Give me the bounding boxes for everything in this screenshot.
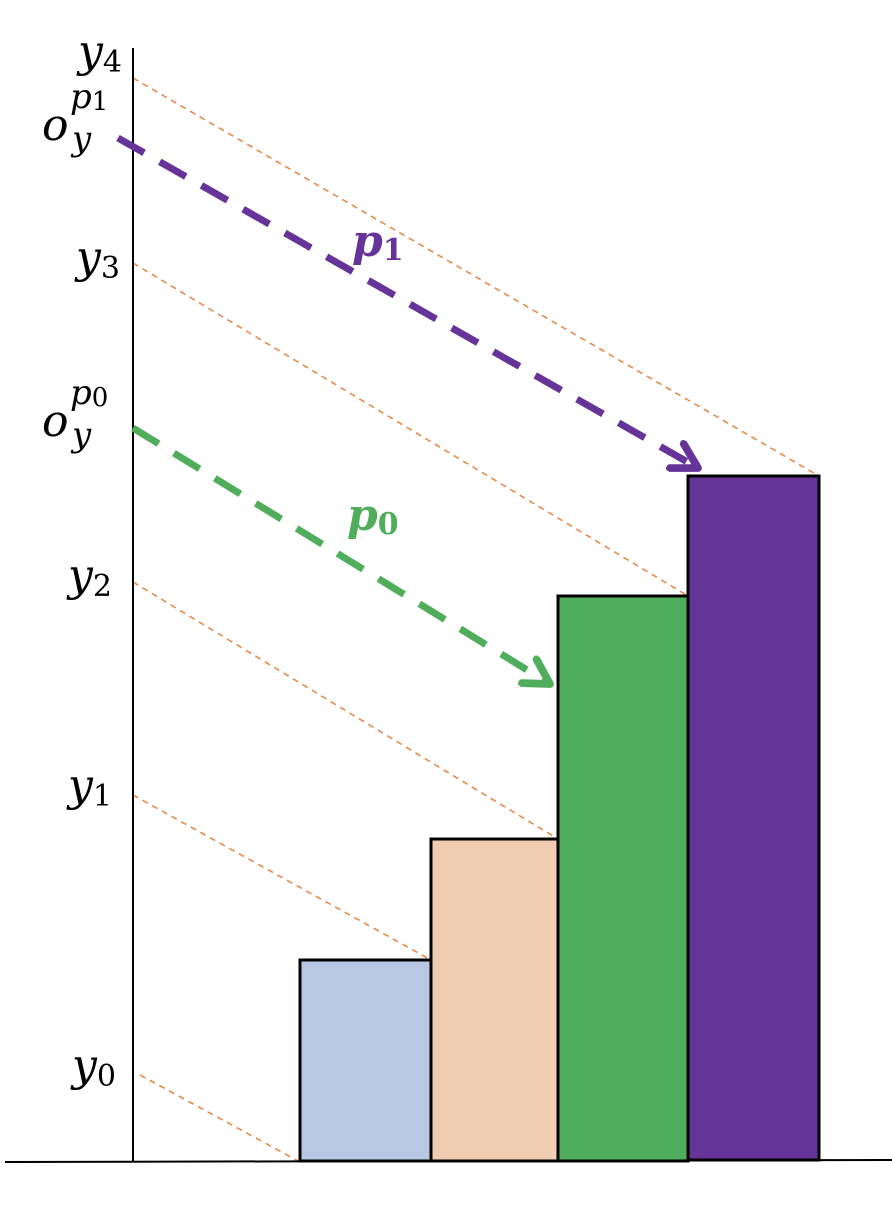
guide-line-y4	[132, 77, 820, 477]
axis-label-o-p1-sup: p1	[70, 77, 108, 117]
guide-line-y2	[132, 581, 559, 840]
bar-2	[556, 594, 690, 1163]
bar-3	[686, 474, 821, 1162]
axis-label-y0: y0	[70, 1040, 116, 1094]
arrow-label-p0: p0	[347, 490, 399, 542]
bar-0	[298, 958, 433, 1163]
guide-line-y1	[132, 794, 432, 961]
axis-label-y3: y3	[74, 232, 120, 286]
axis-label-o-p1-sub: y	[70, 119, 92, 159]
guide-line-y3	[132, 262, 689, 597]
axis-label-o-p0: o	[42, 396, 69, 447]
arrow-p0	[131, 425, 550, 684]
bars	[298, 474, 821, 1163]
bar-1	[429, 837, 560, 1163]
axis-label-y1: y1	[66, 760, 112, 814]
arrow-label-p1: p1	[352, 216, 404, 268]
arrow-p1	[116, 134, 698, 468]
axis-label-o-p0-sub: y	[70, 415, 92, 455]
axis-label-y2: y2	[66, 550, 112, 604]
axis-label-y4: y4	[76, 26, 122, 80]
guide-lines	[132, 77, 820, 1163]
axis-label-o-p0-sup: p0	[70, 373, 108, 413]
axis-label-o-p1: o	[42, 100, 69, 151]
guide-line-y0	[139, 1074, 301, 1163]
x-axis-baseline	[4, 1159, 892, 1163]
